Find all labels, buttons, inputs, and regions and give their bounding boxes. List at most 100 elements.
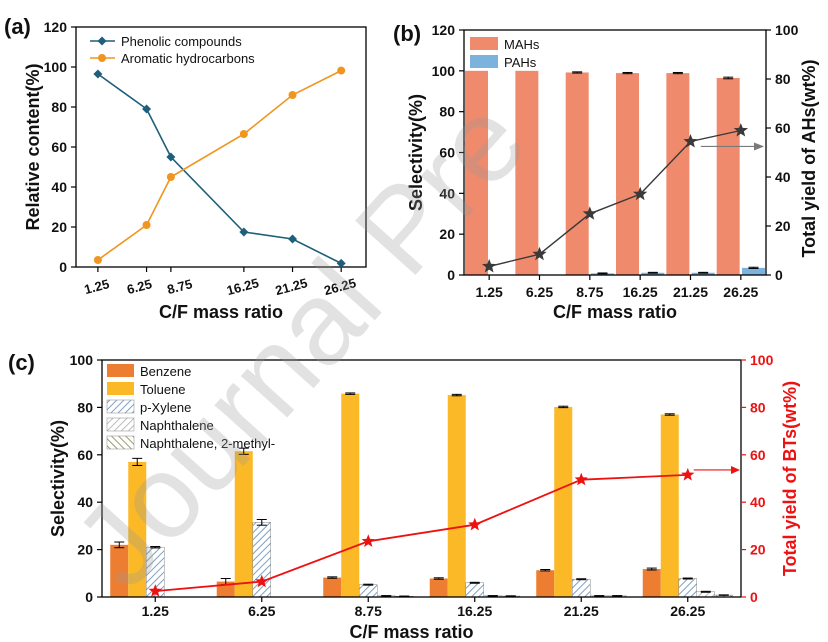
panel-c-y2tick-label: 0 <box>750 589 758 605</box>
panel-c-yield-point <box>468 517 482 531</box>
panel-c-ytick-label: 0 <box>85 589 93 605</box>
panel-c-ytick-label: 80 <box>77 399 93 415</box>
panel-b-bar-pahs <box>741 267 765 275</box>
panel-b-y2label: Total yield of AHs(wt%) <box>799 59 819 257</box>
panel-a-ytick-label: 100 <box>44 59 68 75</box>
panel-b-bar-mahs <box>515 70 539 275</box>
panel-c-legend-swatch <box>106 399 135 414</box>
panel-c-bar <box>323 577 342 597</box>
panel-c-yield-point <box>255 574 269 588</box>
panel-a-ytick-label: 60 <box>51 139 67 155</box>
panel-b-yield-point <box>733 123 748 137</box>
panel-c-bar <box>536 570 555 597</box>
panel-b-yield-point <box>482 258 497 273</box>
panel-a-point <box>288 91 297 99</box>
panel-c-xtick-label: 26.25 <box>670 603 705 619</box>
panel-c-ytick-label: 60 <box>77 447 93 463</box>
panel-c-yield-line <box>155 474 688 592</box>
panel-c-y2tick-label: 20 <box>750 542 766 558</box>
panel-c-bar <box>572 578 591 598</box>
panel-a-series-line <box>97 73 342 265</box>
panel-c-bar <box>341 393 360 597</box>
panel-c-label: (c) <box>8 350 35 375</box>
panel-a-legend-text: Phenolic compounds <box>121 34 242 49</box>
panel-a-legend-marker <box>97 36 107 46</box>
panel-c-legend-swatch <box>106 435 135 450</box>
panel-b-label: (b) <box>393 21 421 46</box>
panel-c-yield-point <box>148 584 162 597</box>
panel-b-y2tick-label: 0 <box>775 267 783 283</box>
panel-a-ylabel: Relative content(%) <box>23 63 43 230</box>
panel-a-xtick-label: 6.25 <box>125 276 153 297</box>
panel-c-bar <box>128 461 147 597</box>
journal-pre-watermark: Journal Pre <box>49 75 551 612</box>
panel-b-xtick-label: 26.25 <box>723 284 758 300</box>
panel-c-legend-swatch <box>107 364 134 377</box>
panel-b-legend-swatch <box>470 55 498 68</box>
panel-a-ytick-label: 0 <box>59 259 67 275</box>
panel-c-y2label: Total yield of BTs(wt%) <box>780 381 800 576</box>
panel-c-bar <box>465 582 484 598</box>
panel-b-xtick-label: 8.75 <box>576 284 603 300</box>
panel-b-bar-mahs <box>666 73 690 276</box>
panel-b-xtick-label: 1.25 <box>476 284 503 300</box>
panel-b-yield-point <box>582 206 597 220</box>
panel-a-point <box>166 152 176 162</box>
panel-b-ytick-label: 120 <box>432 22 456 38</box>
panel-b-ytick-label: 80 <box>439 104 455 120</box>
panel-b-ytick-label: 60 <box>439 145 455 161</box>
panel-a-series-line <box>97 69 342 261</box>
panel-c-legend-text: p-Xylene <box>140 400 191 415</box>
panel-c-ylabel: Selectivity(%) <box>48 420 68 537</box>
panel-c-y2tick-label: 100 <box>750 352 774 368</box>
panel-a-point <box>337 66 346 75</box>
panel-c-bar <box>429 578 448 597</box>
panel-b-bar-mahs <box>565 72 589 275</box>
panel-c-xtick-label: 16.25 <box>457 603 492 619</box>
panel-c-axis-arrowhead <box>731 465 740 474</box>
panel-b-legend-text: PAHs <box>504 55 537 70</box>
panel-c-bar <box>234 451 253 597</box>
panel-a-point <box>93 69 103 79</box>
panel-a-point <box>336 258 346 268</box>
panel-c-xtick-label: 21.25 <box>564 603 599 619</box>
panel-c-legend-swatch <box>107 382 134 395</box>
panel-b-bar-mahs <box>716 77 740 276</box>
panel-c-yield-point <box>361 534 375 547</box>
panel-a-point <box>239 130 248 138</box>
panel-b-y2tick-label: 20 <box>775 218 791 234</box>
panel-b-bar-mahs <box>465 70 489 275</box>
panel-c-legend-text: Benzene <box>140 364 191 379</box>
panel-a-point <box>142 221 151 229</box>
panel-c-bar <box>252 522 271 598</box>
panel-c-ytick-label: 20 <box>77 542 93 558</box>
panel-c-bar <box>678 578 697 598</box>
panel-c-frame <box>101 359 742 598</box>
panel-b-yield-line <box>489 129 741 268</box>
panel-c-ytick-label: 100 <box>70 352 94 368</box>
panel-c-yield-point <box>574 472 588 486</box>
panel-b: 0 20 40 60 80 100 120 0 20 40 60 80 100 1.25 6.25 8.75 1… <box>393 21 819 322</box>
panel-c-y2tick-label: 60 <box>750 447 766 463</box>
panel-b-xtick-label: 21.25 <box>673 284 708 300</box>
panel-a-ytick-label: 20 <box>51 219 67 235</box>
panel-b-legend-swatch <box>470 37 498 50</box>
panel-b-yield-point <box>683 134 698 148</box>
panel-a-point <box>142 104 152 114</box>
panel-c-legend-text: Toluene <box>140 382 186 397</box>
panel-b-yield-point <box>633 186 648 201</box>
panel-c-ytick-label: 40 <box>77 494 93 510</box>
panel-b-bar-pahs <box>691 272 715 275</box>
panel-a-point <box>166 173 175 181</box>
panel-b-xlabel: C/F mass ratio <box>553 302 677 322</box>
panel-a-xtick-label: 1.25 <box>83 276 111 297</box>
panel-a-point <box>288 234 298 244</box>
panel-b-y2tick-label: 60 <box>775 120 791 136</box>
panel-c-yield-point <box>681 467 695 481</box>
panel-c: 0 20 40 60 80 100 0 20 40 60 80 100 1.25 6.25 8.75 16.2… <box>8 350 800 642</box>
panel-c-bar <box>660 414 679 597</box>
panel-c-legend-text: Naphthalene <box>140 418 214 433</box>
panel-b-ytick-label: 20 <box>439 226 455 242</box>
panel-c-bar <box>447 395 466 597</box>
